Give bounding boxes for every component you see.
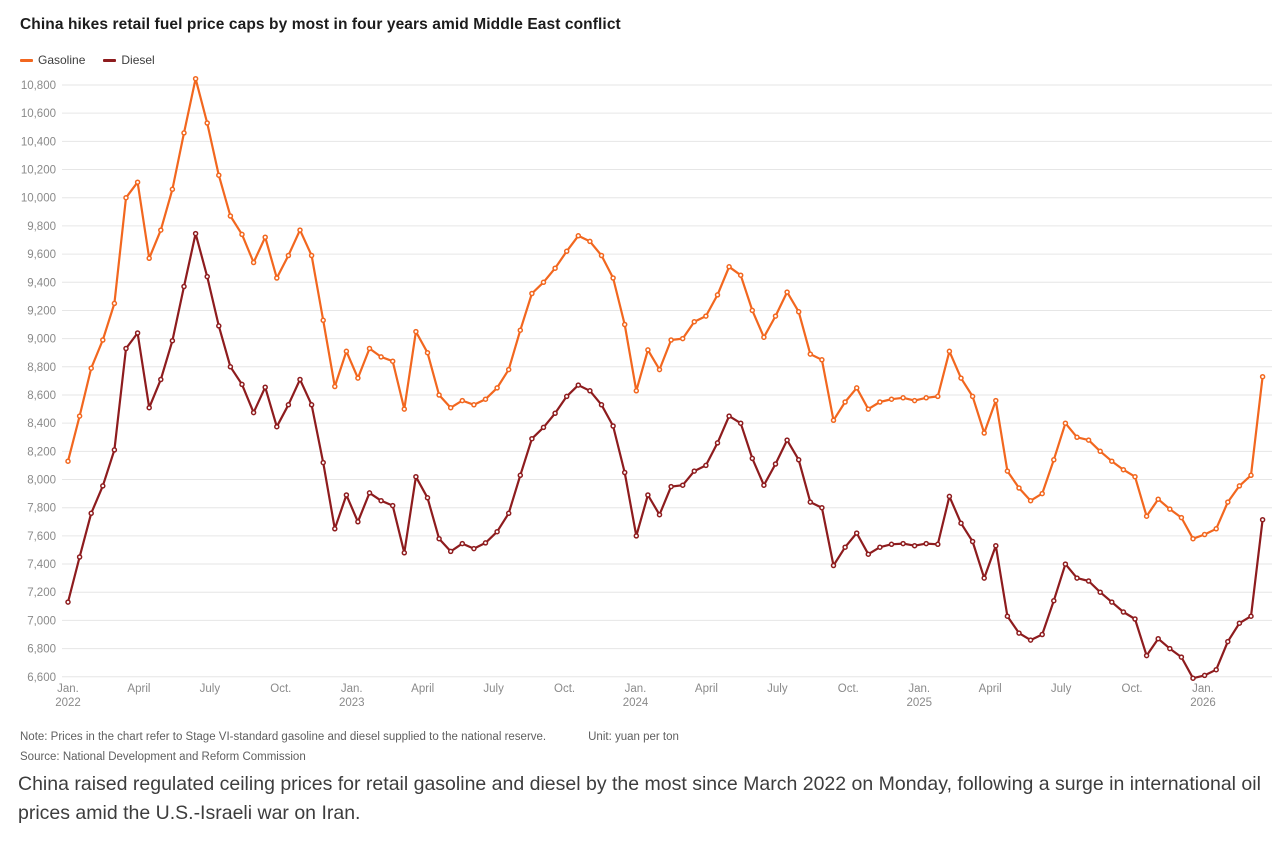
svg-text:8,000: 8,000: [27, 475, 56, 487]
svg-text:Oct.: Oct.: [1122, 683, 1143, 695]
svg-text:Jan.: Jan.: [908, 683, 930, 695]
svg-text:April: April: [411, 683, 434, 695]
svg-text:8,200: 8,200: [27, 446, 56, 458]
svg-text:Jan.: Jan.: [1192, 683, 1214, 695]
svg-text:2022: 2022: [55, 697, 81, 709]
svg-text:10,600: 10,600: [21, 108, 56, 120]
diesel-series: [65, 230, 1266, 681]
svg-text:Jan.: Jan.: [57, 683, 79, 695]
svg-text:10,400: 10,400: [21, 136, 56, 148]
svg-text:7,000: 7,000: [27, 615, 56, 627]
gasoline-series: [65, 75, 1266, 542]
fuel-price-line-chart: 6,600 6,800 7,000 7,200 7,400 7,600 7,800 8,000…: [21, 75, 1272, 709]
svg-text:10,000: 10,000: [21, 193, 56, 205]
svg-text:9,800: 9,800: [27, 221, 56, 233]
svg-text:Oct.: Oct.: [554, 683, 575, 695]
diesel-swatch-icon: [103, 58, 117, 62]
svg-text:July: July: [1051, 683, 1072, 695]
source-text: Source: National Development and Reform …: [20, 751, 306, 763]
svg-text:2025: 2025: [906, 697, 932, 709]
svg-text:2023: 2023: [339, 697, 365, 709]
page-title: China hikes retail fuel price caps by mo…: [20, 16, 621, 33]
note-text: Note: Prices in the chart refer to Stage…: [20, 731, 547, 743]
svg-text:8,600: 8,600: [27, 390, 56, 402]
svg-text:Jan.: Jan.: [341, 683, 363, 695]
legend-item-gasoline: Gasoline: [20, 53, 85, 67]
svg-text:9,600: 9,600: [27, 249, 56, 261]
legend-label-gasoline: Gasoline: [38, 53, 86, 67]
unit-text: Unit: yuan per ton: [588, 731, 679, 743]
svg-text:Oct.: Oct.: [270, 683, 291, 695]
legend-label-diesel: Diesel: [121, 53, 155, 67]
y-axis-labels: 6,600 6,800 7,000 7,200 7,400 7,600 7,800 8,000…: [21, 80, 56, 684]
svg-text:9,000: 9,000: [27, 334, 56, 346]
gasoline-swatch-icon: [20, 58, 33, 62]
svg-text:July: July: [200, 683, 221, 695]
svg-text:7,200: 7,200: [27, 587, 56, 599]
svg-text:April: April: [979, 683, 1002, 695]
svg-text:April: April: [695, 683, 718, 695]
svg-text:6,600: 6,600: [27, 672, 56, 684]
y-gridlines: [62, 84, 1272, 678]
article-caption: China raised regulated ceiling prices fo…: [18, 773, 1261, 824]
svg-text:10,200: 10,200: [21, 165, 56, 177]
legend-item-diesel: Diesel: [103, 53, 155, 67]
svg-text:7,600: 7,600: [27, 531, 56, 543]
svg-text:2024: 2024: [623, 697, 649, 709]
x-axis-labels: Jan. 2022 April July Oct. Jan. 2023 April July Oc…: [55, 683, 1216, 709]
svg-text:Oct.: Oct.: [838, 683, 859, 695]
svg-text:9,400: 9,400: [27, 277, 56, 289]
svg-text:July: July: [767, 683, 788, 695]
svg-text:9,200: 9,200: [27, 305, 56, 317]
svg-text:April: April: [127, 683, 150, 695]
chart-legend: Gasoline Diesel: [20, 53, 155, 67]
svg-text:7,400: 7,400: [27, 559, 56, 571]
svg-text:2026: 2026: [1190, 697, 1216, 709]
svg-text:8,800: 8,800: [27, 362, 56, 374]
svg-text:6,800: 6,800: [27, 644, 56, 656]
svg-text:10,800: 10,800: [21, 80, 56, 92]
svg-text:July: July: [483, 683, 504, 695]
svg-text:7,800: 7,800: [27, 503, 56, 515]
svg-text:8,400: 8,400: [27, 418, 56, 430]
svg-text:Jan.: Jan.: [625, 683, 647, 695]
chart-footnote: Note: Prices in the chart refer to Stage…: [20, 731, 679, 743]
